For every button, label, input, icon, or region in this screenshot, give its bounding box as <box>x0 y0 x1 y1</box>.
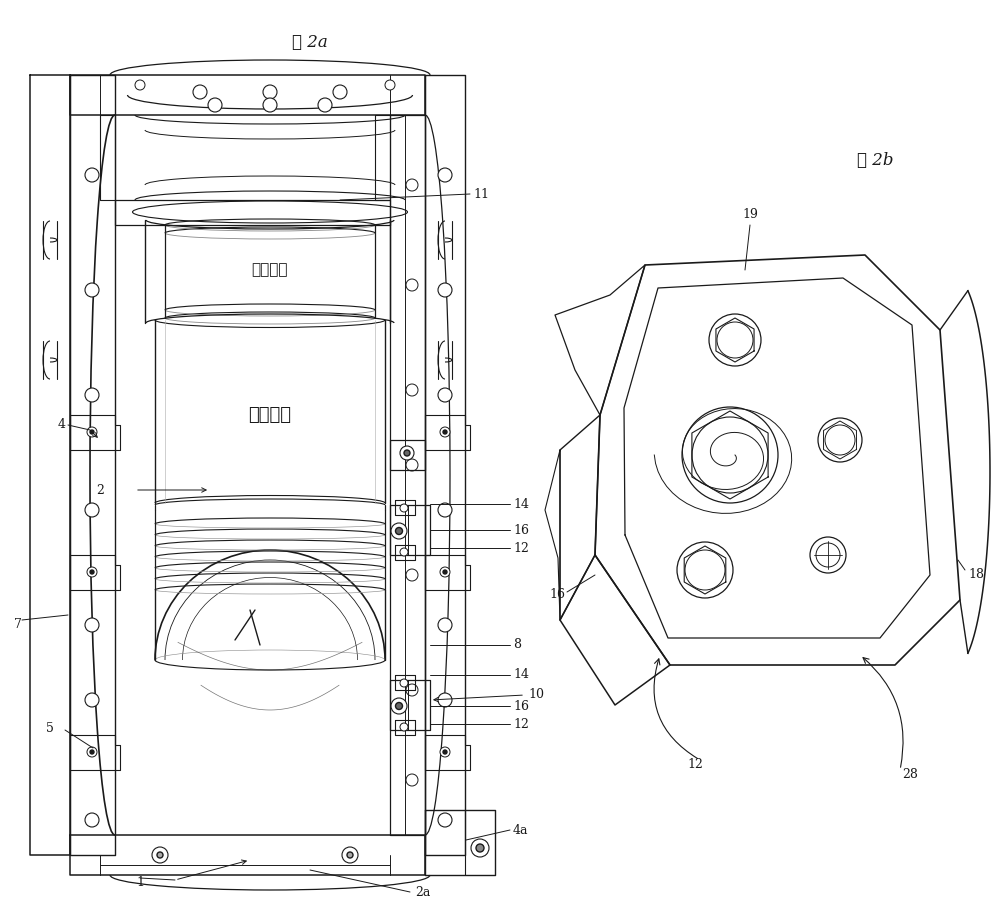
Circle shape <box>85 388 99 402</box>
Text: 2a: 2a <box>415 886 430 900</box>
Circle shape <box>193 85 207 99</box>
Text: 18: 18 <box>968 568 984 582</box>
Text: 12: 12 <box>687 758 703 772</box>
Text: 均一容器: 均一容器 <box>252 263 288 277</box>
Circle shape <box>406 459 418 471</box>
Circle shape <box>208 98 222 112</box>
Circle shape <box>406 774 418 786</box>
Circle shape <box>438 283 452 297</box>
Circle shape <box>391 698 407 714</box>
Circle shape <box>85 168 99 182</box>
Text: 28: 28 <box>902 768 918 782</box>
Circle shape <box>438 168 452 182</box>
Circle shape <box>438 693 452 707</box>
Circle shape <box>87 747 97 757</box>
Circle shape <box>400 446 414 460</box>
Circle shape <box>396 527 402 535</box>
Circle shape <box>152 847 168 863</box>
Text: 14: 14 <box>513 497 529 510</box>
Circle shape <box>396 702 402 709</box>
Text: 8: 8 <box>513 639 521 651</box>
Circle shape <box>717 322 753 358</box>
Circle shape <box>333 85 347 99</box>
Circle shape <box>438 618 452 632</box>
Circle shape <box>810 537 846 573</box>
Text: 4: 4 <box>58 419 66 431</box>
Circle shape <box>443 430 447 434</box>
Text: 12: 12 <box>513 718 529 730</box>
Circle shape <box>400 679 408 687</box>
Circle shape <box>692 417 768 493</box>
Circle shape <box>263 98 277 112</box>
Text: 10: 10 <box>528 689 544 701</box>
Circle shape <box>438 503 452 517</box>
Text: 均一容器: 均一容器 <box>248 406 292 424</box>
Circle shape <box>85 813 99 827</box>
Circle shape <box>85 503 99 517</box>
Text: 5: 5 <box>46 721 54 735</box>
Circle shape <box>476 844 484 852</box>
Circle shape <box>135 80 145 90</box>
Text: 图 2a: 图 2a <box>292 34 328 51</box>
Text: 11: 11 <box>473 188 489 200</box>
Circle shape <box>400 548 408 556</box>
Circle shape <box>406 179 418 191</box>
Circle shape <box>318 98 332 112</box>
Circle shape <box>90 430 94 434</box>
Circle shape <box>87 567 97 577</box>
Circle shape <box>677 542 733 598</box>
Circle shape <box>85 693 99 707</box>
Circle shape <box>682 407 778 503</box>
Circle shape <box>400 504 408 512</box>
Circle shape <box>85 618 99 632</box>
Circle shape <box>438 388 452 402</box>
Circle shape <box>342 847 358 863</box>
Circle shape <box>440 567 450 577</box>
Circle shape <box>709 314 761 366</box>
Circle shape <box>263 85 277 99</box>
Circle shape <box>825 425 855 455</box>
Text: 12: 12 <box>513 542 529 554</box>
Circle shape <box>157 852 163 858</box>
Circle shape <box>685 550 725 590</box>
Circle shape <box>471 839 489 857</box>
Text: 16: 16 <box>513 699 529 712</box>
Text: 16: 16 <box>549 589 565 602</box>
Text: 7: 7 <box>14 619 22 631</box>
Text: 1: 1 <box>136 875 144 889</box>
Text: 19: 19 <box>742 208 758 221</box>
Circle shape <box>816 543 840 567</box>
Circle shape <box>347 852 353 858</box>
Circle shape <box>440 747 450 757</box>
Circle shape <box>90 750 94 754</box>
Circle shape <box>443 750 447 754</box>
Text: 图 2b: 图 2b <box>857 151 893 169</box>
Text: 16: 16 <box>513 524 529 536</box>
Circle shape <box>385 80 395 90</box>
Text: 2: 2 <box>96 484 104 496</box>
Circle shape <box>443 570 447 574</box>
Circle shape <box>87 427 97 437</box>
Circle shape <box>406 569 418 581</box>
Circle shape <box>391 523 407 539</box>
Text: 4a: 4a <box>513 824 528 836</box>
Circle shape <box>85 283 99 297</box>
Circle shape <box>438 813 452 827</box>
Circle shape <box>90 570 94 574</box>
Circle shape <box>406 384 418 396</box>
Circle shape <box>400 723 408 731</box>
Circle shape <box>440 427 450 437</box>
Circle shape <box>406 684 418 696</box>
Circle shape <box>406 279 418 291</box>
Text: 14: 14 <box>513 669 529 681</box>
Circle shape <box>404 450 410 456</box>
Circle shape <box>818 418 862 462</box>
